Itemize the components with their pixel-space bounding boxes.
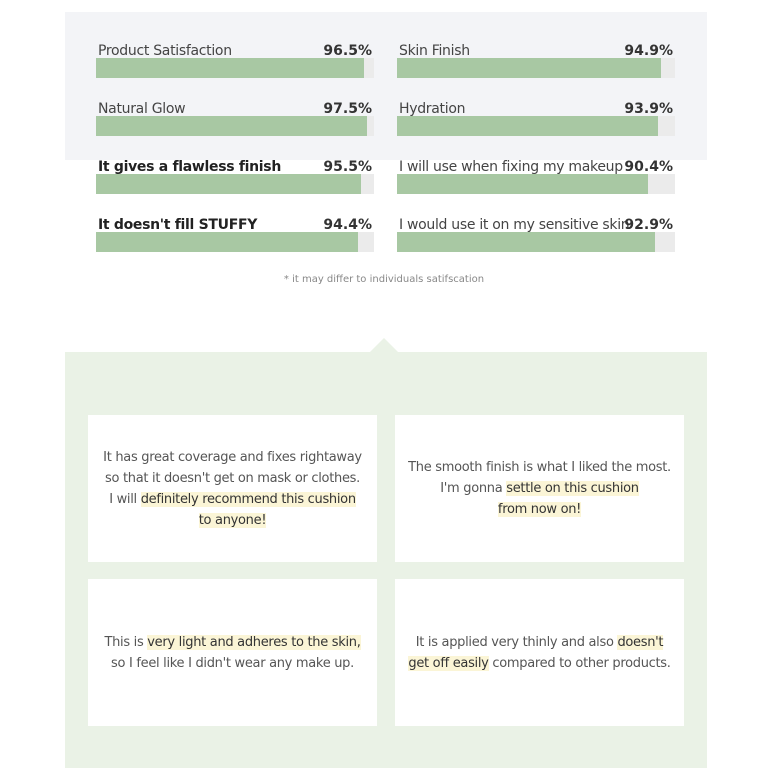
review-text: I'm gonna	[440, 481, 507, 496]
bar	[96, 116, 368, 136]
review-line: It is applied very thinly and also doesn…	[415, 632, 664, 653]
stat-label: Natural Glow	[98, 101, 186, 117]
stat-value: 90.4%	[624, 159, 673, 175]
stat-value: 94.9%	[624, 43, 673, 59]
review-line: from now on!	[497, 499, 582, 520]
review-text: so that it doesn't get on mask or clothe…	[105, 470, 360, 486]
notch	[370, 338, 398, 352]
highlight-text: very light and adheres to the skin,	[147, 634, 361, 650]
stat-label: It doesn't fill STUFFY	[98, 217, 258, 233]
highlight-text: doesn't	[617, 634, 664, 650]
highlight-text: settle on this cushion	[506, 481, 639, 496]
stat-value: 93.9%	[624, 101, 673, 117]
review-line: I will definitely recommend this cushion	[109, 489, 356, 510]
review-line: It has great coverage and fixes rightawa…	[103, 447, 362, 468]
bar	[96, 174, 362, 194]
stat-label: I would use it on my sensitive skin	[399, 217, 630, 233]
review-line: get off easily compared to other product…	[408, 653, 671, 674]
review-line: This is very light and adheres to the sk…	[104, 632, 361, 653]
bar-track	[397, 174, 675, 194]
highlight-text: from now on!	[497, 502, 582, 517]
bar-track	[96, 232, 374, 252]
footnote: * it may differ to individuals satifscat…	[283, 274, 485, 285]
highlight-text: get off easily	[408, 655, 489, 671]
bar-track	[96, 58, 374, 78]
stat-label: Skin Finish	[399, 43, 470, 59]
stat-label: Product Satisfaction	[98, 43, 232, 59]
highlight-text: definitely recommend this cushion	[140, 491, 356, 507]
highlight-text: to anyone!	[198, 512, 267, 528]
review-line: to anyone!	[198, 510, 267, 531]
review-card: The smooth finish is what I liked the mo…	[395, 415, 684, 562]
review-text: so I feel like I didn't wear any make up…	[111, 655, 354, 671]
stat-value: 92.9%	[624, 217, 673, 233]
stat-label: I will use when fixing my makeup	[399, 159, 623, 175]
stat-value: 97.5%	[323, 101, 372, 117]
bar	[397, 116, 659, 136]
review-text: I will	[109, 491, 141, 507]
bar-track	[96, 174, 374, 194]
review-card: This is very light and adheres to the sk…	[88, 579, 377, 726]
review-line: I'm gonna settle on this cushion	[440, 478, 639, 499]
review-line: The smooth finish is what I liked the mo…	[408, 457, 671, 478]
review-text: It has great coverage and fixes rightawa…	[103, 449, 362, 465]
bar	[397, 232, 656, 252]
review-text: compared to other products.	[488, 655, 671, 671]
stat-value: 94.4%	[323, 217, 372, 233]
stats-background	[65, 12, 707, 160]
review-line: so I feel like I didn't wear any make up…	[111, 653, 354, 674]
stat-value: 95.5%	[323, 159, 372, 175]
bar-track	[397, 232, 675, 252]
review-card: It has great coverage and fixes rightawa…	[88, 415, 377, 562]
stat-label: It gives a flawless finish	[98, 159, 282, 175]
bar	[397, 174, 649, 194]
bar-track	[397, 116, 675, 136]
stat-value: 96.5%	[323, 43, 372, 59]
bar	[96, 232, 359, 252]
bar-track	[397, 58, 675, 78]
review-line: so that it doesn't get on mask or clothe…	[105, 468, 360, 489]
review-text: This is	[104, 634, 148, 650]
review-text: It is applied very thinly and also	[415, 634, 618, 650]
review-card: It is applied very thinly and also doesn…	[395, 579, 684, 726]
bar-track	[96, 116, 374, 136]
review-text: The smooth finish is what I liked the mo…	[408, 460, 671, 475]
stat-label: Hydration	[399, 101, 466, 117]
bar	[96, 58, 365, 78]
bar	[397, 58, 661, 78]
